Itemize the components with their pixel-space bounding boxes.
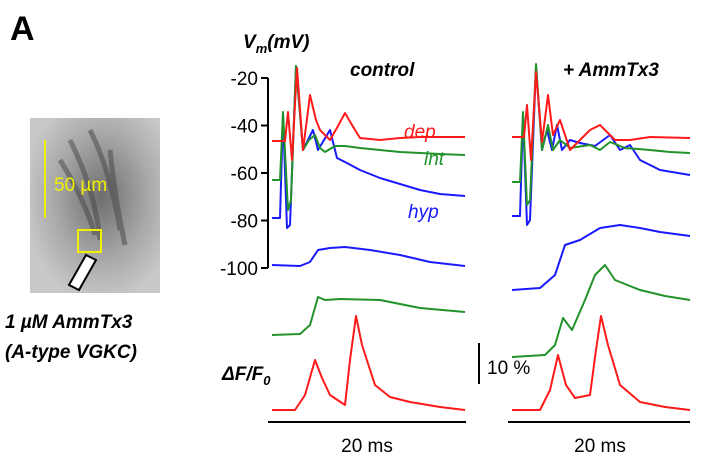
trace-hyp [512,65,691,226]
y-tick-label: -60 [231,164,258,185]
fluor-hyp [271,246,466,267]
fluor-hyp [511,224,691,291]
trace-int [272,65,466,211]
trace-dep [512,71,691,161]
panel-label: A [10,10,35,48]
fluor-dep [272,315,466,411]
y-axis-label: Vm(mV) [243,32,309,56]
fluorescence-label: ΔF/F0 [221,364,271,388]
time-scale-label: 20 ms [341,436,393,457]
roi [77,229,102,253]
y-tick-label: -40 [231,117,258,138]
scale-label: 50 µm [54,175,107,196]
condition-label: control [350,60,415,81]
drug-label: 1 µM AmmTx3 [5,312,133,333]
fluor-scale-label: 10 % [487,358,530,379]
target-label: (A-type VGKC) [5,342,137,363]
fluor-int [271,296,466,336]
fluor-dep [512,315,691,411]
time-scale-label: 20 ms [574,436,626,457]
fluor-int [511,264,691,358]
y-tick-label: -80 [231,212,258,233]
pipette [67,253,98,292]
condition-label: + AmmTx3 [563,60,659,81]
trace-label: dep [404,122,436,143]
trace-label: int [424,149,445,170]
y-tick-label: -100 [220,259,258,280]
y-axis: -20 -40 -60 -80 -100 [220,69,269,280]
y-tick-label: -20 [231,69,258,90]
trace-hyp [272,65,466,229]
dendrites [57,128,128,246]
trace-int [512,63,691,206]
trace-dep [272,67,465,161]
trace-label: hyp [408,202,439,223]
